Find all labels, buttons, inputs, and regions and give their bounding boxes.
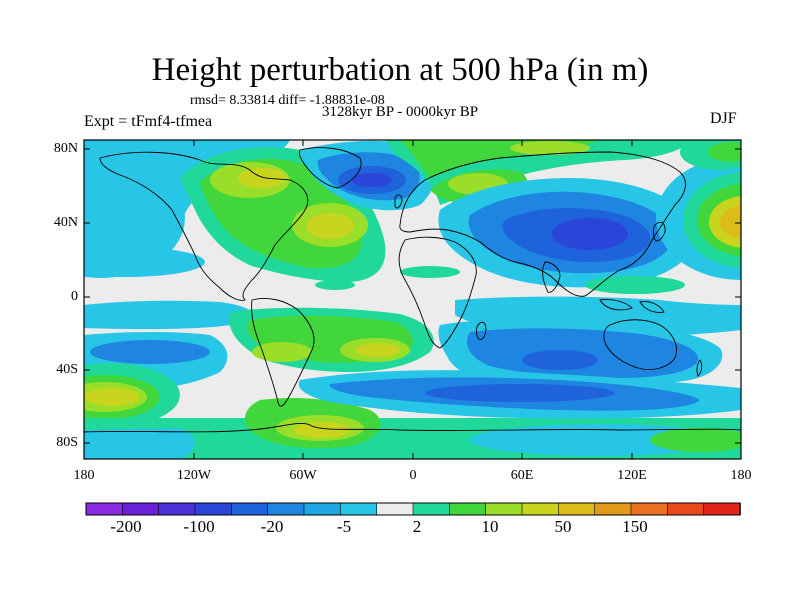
- colorbar-swatch: [667, 502, 705, 516]
- colorbar-swatch: [449, 502, 487, 516]
- colorbar-swatch: [412, 502, 451, 516]
- field-cell: [708, 142, 741, 162]
- field-cell: [84, 428, 195, 459]
- field-cell: [90, 340, 210, 364]
- field-cell: [425, 384, 615, 402]
- lon-label-60w: 60W: [289, 468, 317, 483]
- field-cell: [552, 218, 628, 250]
- antarctica-outline: [84, 422, 741, 433]
- colorbar-swatch: [158, 502, 196, 516]
- field-cell: [356, 343, 400, 357]
- north-america-outline: [99, 151, 309, 301]
- lat-label-80n: 80N: [53, 141, 78, 156]
- japan-outline: [652, 221, 666, 242]
- experiment-label: Expt = tFmf4-tfmea: [84, 113, 213, 130]
- africa-outline: [398, 236, 477, 349]
- colorbar-swatch: [558, 502, 596, 516]
- field-cell: [238, 168, 286, 188]
- lon-label-120e: 120E: [617, 468, 647, 483]
- colorbar-label: -100: [183, 517, 215, 536]
- period-label: 3128kyr BP - 0000kyr BP: [322, 104, 479, 120]
- field-cell: [510, 141, 590, 155]
- colorbar-frame: [85, 502, 741, 516]
- colorbar-label: 50: [554, 517, 572, 536]
- eurasia-outline: [399, 151, 686, 297]
- india-outline: [542, 261, 561, 293]
- lat-label-80s: 80S: [56, 435, 78, 450]
- lon-label-180w: 180: [73, 468, 95, 483]
- lon-label-60e: 60E: [510, 468, 534, 483]
- field-cell: [709, 196, 741, 248]
- field-cell: [315, 280, 355, 290]
- colorbar-swatch: [485, 502, 523, 516]
- field-cell: [585, 276, 685, 294]
- field-cell: [84, 388, 140, 406]
- colorbar-swatch: [303, 502, 342, 516]
- season-label: DJF: [710, 110, 737, 127]
- lon-label-120w: 120W: [176, 468, 212, 483]
- colorbar-swatch: [376, 502, 414, 516]
- lon-label-0: 0: [409, 468, 417, 483]
- colorbar-swatch: [703, 502, 741, 516]
- colorbar-label: -200: [110, 517, 142, 536]
- lat-label-0: 0: [71, 289, 78, 304]
- new-guinea-outline: [639, 301, 665, 313]
- indonesia-outline: [599, 299, 633, 311]
- colorbar-swatch: [231, 502, 269, 516]
- lat-label-40s: 40S: [56, 362, 78, 377]
- field-cell: [720, 206, 741, 238]
- field-cell: [650, 428, 741, 452]
- colorbar-label: 10: [481, 517, 499, 536]
- field-cell: [352, 173, 392, 187]
- colorbar-swatch: [85, 502, 124, 516]
- colorbar-swatch: [122, 502, 160, 516]
- uk-outline: [394, 194, 403, 209]
- field-cell: [84, 300, 254, 330]
- field-cell: [252, 342, 312, 362]
- field-cell: [522, 350, 598, 370]
- greenland-outline: [298, 147, 362, 189]
- height-field: [84, 140, 741, 459]
- field-cell: [294, 422, 350, 438]
- australia-outline: [603, 319, 677, 370]
- map-title: Height perturbation at 500 hPa (in m): [151, 52, 649, 88]
- colorbar-label: -20: [260, 517, 284, 536]
- colorbar-swatch: [594, 502, 632, 516]
- colorbar-swatch: [267, 502, 305, 516]
- coastlines: [84, 147, 741, 433]
- field-cell: [400, 266, 460, 278]
- stats-line: rmsd= 8.33814 diff= -1.88831e-08: [190, 93, 385, 108]
- lat-ticks: [84, 148, 741, 444]
- colorbar: [85, 502, 741, 516]
- south-america-outline: [251, 298, 315, 407]
- colorbar-label: 150: [622, 517, 648, 536]
- new-zealand-outline: [696, 359, 703, 377]
- colorbar-swatch: [630, 502, 669, 516]
- lat-label-40n: 40N: [53, 215, 78, 230]
- lon-label-180e: 180: [730, 468, 752, 483]
- colorbar-swatch: [340, 502, 378, 516]
- field-cell: [306, 213, 354, 239]
- colorbar-swatch: [521, 502, 560, 516]
- colorbar-swatch: [194, 502, 233, 516]
- colorbar-label: 2: [412, 517, 422, 536]
- lon-ticks: [83, 140, 742, 459]
- colorbar-label: -5: [336, 517, 352, 536]
- madagascar-outline: [476, 321, 487, 341]
- field-cell: [84, 247, 205, 277]
